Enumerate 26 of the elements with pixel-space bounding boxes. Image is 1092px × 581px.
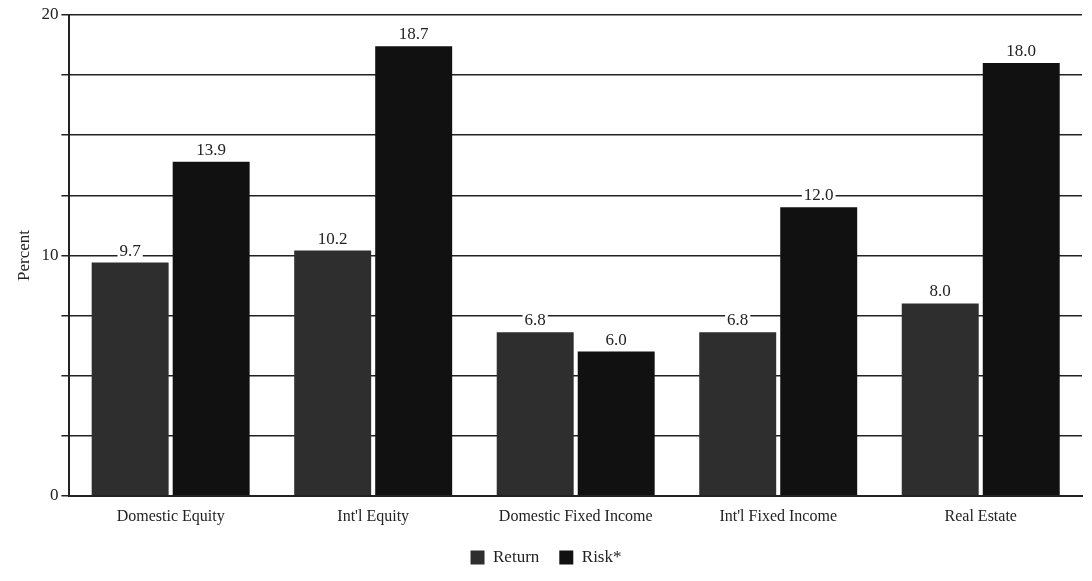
x-tick-label: Domestic Equity — [116, 506, 225, 525]
bar — [982, 63, 1060, 496]
text: 6.0 — [605, 329, 627, 349]
text: 9.7 — [119, 240, 141, 260]
text: 18.7 — [398, 24, 429, 44]
text: 10.2 — [317, 228, 348, 248]
y-tick-label: 20 — [41, 4, 59, 24]
text: 12.0 — [803, 185, 834, 205]
bar — [172, 161, 250, 496]
text: 8.0 — [929, 281, 951, 301]
y-tick-label: 0 — [49, 485, 59, 505]
text: 6.8 — [524, 310, 546, 330]
x-tick-label: Real Estate — [944, 506, 1017, 524]
bar — [577, 351, 655, 496]
text: 6.8 — [727, 310, 749, 330]
y-tick-label: 10 — [41, 244, 59, 264]
text: 13.9 — [196, 139, 227, 159]
legend-label: Return — [493, 546, 540, 566]
x-tick-label: Domestic Fixed Income — [498, 506, 653, 524]
bar — [780, 207, 858, 496]
legend-label: Risk* — [581, 546, 622, 566]
bar — [375, 46, 453, 496]
y-axis-title: Percent — [13, 229, 33, 281]
x-tick-label: Int'l Equity — [337, 506, 410, 525]
x-tick-label: Int'l Fixed Income — [719, 506, 837, 524]
text: 18.0 — [1006, 41, 1037, 61]
